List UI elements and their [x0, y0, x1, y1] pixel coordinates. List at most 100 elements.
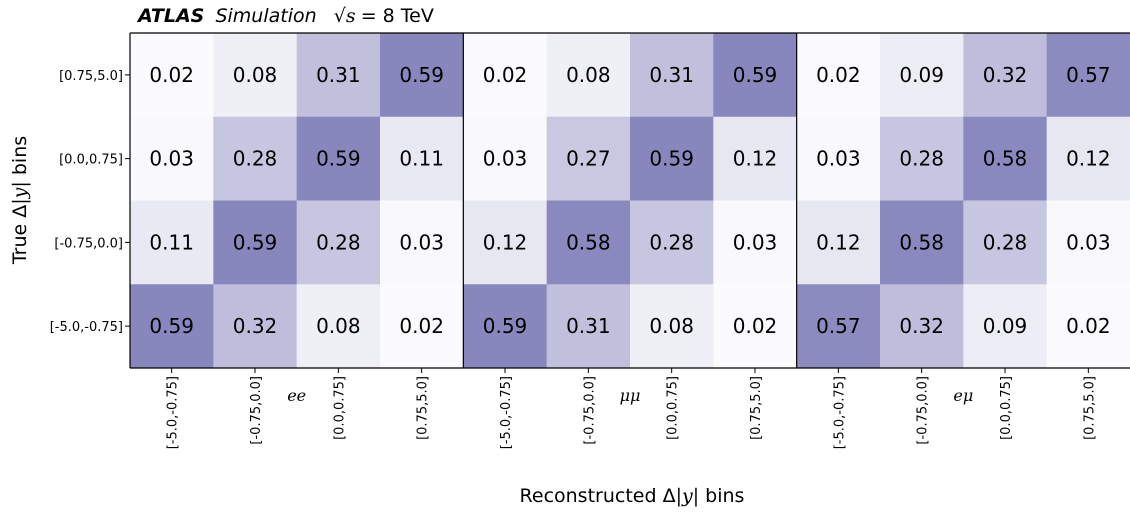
x-tick-label: [0.75,5.0]	[416, 376, 431, 440]
x-tick-label: [-0.75,0.0]	[916, 376, 931, 445]
cell-value-label: 0.02	[733, 314, 778, 338]
heatmap-cell	[713, 200, 798, 285]
heatmap-cell	[213, 33, 298, 118]
cell-value-label: 0.58	[899, 230, 944, 254]
y-tick-label: [0.75,5.0]	[59, 69, 123, 84]
x-axis-label: Reconstructed Δ|y| bins	[520, 485, 745, 507]
x-tick-label: [0.75,5.0]	[1082, 376, 1097, 440]
cell-value-label: 0.58	[983, 147, 1028, 171]
x-tick-label: [-5.0,-0.75]	[499, 376, 514, 449]
cell-value-label: 0.08	[566, 63, 611, 87]
heatmap-cell	[630, 116, 714, 201]
heatmap-cell	[880, 33, 964, 118]
cell-value-label: 0.12	[816, 230, 861, 254]
title-energy-sqrt: √s	[334, 5, 356, 27]
cell-value-label: 0.28	[983, 230, 1028, 254]
heatmap-cell	[880, 200, 964, 285]
cell-value-label: 0.02	[483, 63, 528, 87]
cell-value-label: 0.57	[816, 314, 861, 338]
y-axis-label-var: |y|	[9, 181, 31, 205]
x-tick-label: [0.0,0.75]	[666, 376, 681, 440]
cell-value-label: 0.59	[483, 314, 528, 338]
cell-value-label: 0.59	[733, 63, 778, 87]
heatmap-cell	[380, 200, 464, 285]
heatmap-cell	[713, 33, 798, 118]
x-tick-labels: [-5.0,-0.75] [-0.75,0.0] [0.0,0.75] [0.75,5…	[166, 368, 1097, 449]
heatmap-cell	[713, 284, 798, 369]
heatmap-cell	[463, 33, 548, 118]
heatmap-cell	[796, 33, 881, 118]
cell-value-label: 0.03	[483, 147, 528, 171]
heatmap-cell	[296, 284, 381, 369]
heatmap-cell	[213, 116, 298, 201]
cell-value-label: 0.08	[316, 314, 361, 338]
y-axis-label: True Δ|y| bins	[9, 136, 31, 265]
cell-value-label: 0.03	[1066, 230, 1111, 254]
heatmap-cell	[463, 200, 548, 285]
heatmap-cell	[546, 33, 631, 118]
y-tick-label: [-5.0,-0.75]	[50, 320, 123, 335]
cell-value-label: 0.02	[1066, 314, 1111, 338]
channel-label: μμ	[620, 386, 641, 405]
cell-value-label: 0.08	[649, 314, 694, 338]
heatmap-grid: 0.02 0.08 0.31 0.59 0.03 0.28 0.59 0.11 0.11 0.59…	[130, 33, 1130, 369]
plot-frame	[129, 32, 1130, 369]
x-tick-label: [-5.0,-0.75]	[832, 376, 847, 449]
cell-value-label: 0.28	[233, 147, 278, 171]
heatmap-cell	[880, 116, 964, 201]
heatmap-cell	[296, 33, 381, 118]
cell-value-label: 0.08	[233, 63, 278, 87]
cell-value-label: 0.03	[399, 230, 444, 254]
heatmap-cell	[463, 116, 548, 201]
cell-value-label: 0.03	[733, 230, 778, 254]
heatmap-cell	[380, 284, 464, 369]
heatmap-cell	[546, 200, 631, 285]
x-axis-label-suffix: bins	[699, 485, 744, 507]
cell-value-label: 0.31	[649, 63, 694, 87]
heatmap-cell	[963, 33, 1048, 118]
cell-value-label: 0.28	[899, 147, 944, 171]
heatmap-cell	[1046, 116, 1130, 201]
x-tick-label: [0.0,0.75]	[332, 376, 347, 440]
heatmap-cell	[630, 284, 714, 369]
cell-value-label: 0.12	[483, 230, 528, 254]
x-tick-label: [-5.0,-0.75]	[166, 376, 181, 449]
heatmap-cell	[796, 200, 881, 285]
heatmap-cell	[546, 116, 631, 201]
heatmap-cell	[630, 33, 714, 118]
title-experiment: ATLAS	[136, 5, 204, 27]
x-axis-label-prefix: Reconstructed Δ	[520, 485, 676, 507]
heatmap-cell	[796, 284, 881, 369]
chart-title: ATLAS Simulation √s = 8 TeV	[136, 5, 434, 27]
x-tick-label: [-0.75,0.0]	[249, 376, 264, 445]
cell-value-label: 0.03	[816, 147, 861, 171]
heatmap-cell	[380, 33, 464, 118]
x-axis-label-var: |y|	[676, 485, 700, 507]
cell-value-label: 0.02	[816, 63, 861, 87]
cell-value-label: 0.28	[316, 230, 361, 254]
channel-label: ee	[287, 386, 306, 405]
heatmap-cell	[963, 284, 1048, 369]
y-axis-label-prefix: True Δ	[9, 205, 31, 265]
heatmap-cell	[296, 200, 381, 285]
heatmap-cell	[963, 200, 1048, 285]
cell-value-label: 0.12	[1066, 147, 1111, 171]
title-energy-value: = 8 TeV	[361, 5, 434, 27]
heatmap-cell	[963, 116, 1048, 201]
channel-labels: ee μμ eμ	[287, 386, 973, 405]
heatmap-cell	[380, 116, 464, 201]
cell-value-label: 0.31	[566, 314, 611, 338]
cell-value-label: 0.28	[649, 230, 694, 254]
heatmap-cell	[1046, 284, 1130, 369]
heatmap-cell	[296, 116, 381, 201]
cell-value-label: 0.59	[649, 147, 694, 171]
heatmap-cell	[796, 116, 881, 201]
heatmap-cell	[1046, 33, 1130, 118]
heatmap-cell	[630, 200, 714, 285]
heatmap-cell	[880, 284, 964, 369]
cell-value-label: 0.58	[566, 230, 611, 254]
cell-value-label: 0.31	[316, 63, 361, 87]
cell-value-label: 0.59	[149, 314, 194, 338]
cell-value-label: 0.59	[316, 147, 361, 171]
